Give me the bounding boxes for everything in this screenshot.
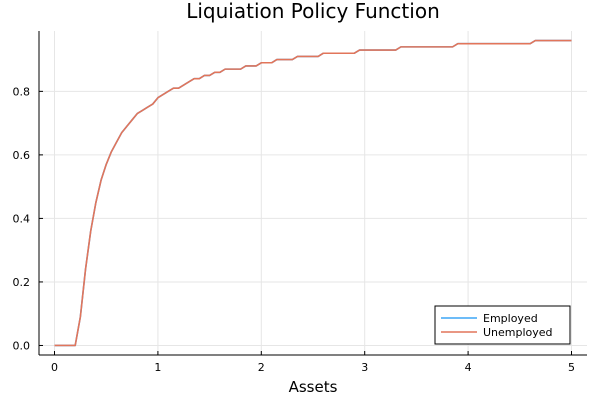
y-tick-label: 0.0 (13, 339, 31, 352)
x-tick-label: 3 (361, 361, 368, 374)
series-line-unemployed (54, 39, 572, 347)
legend-label: Employed (483, 312, 538, 325)
x-tick-label: 0 (51, 361, 58, 374)
y-tick-label: 0.8 (13, 85, 31, 98)
legend-box (434, 305, 571, 345)
x-axis-title: Assets (289, 378, 338, 396)
chart-title: Liquiation Policy Function (186, 0, 440, 23)
axes (38, 31, 587, 356)
y-tick-label: 0.4 (13, 212, 31, 225)
x-tick-label: 1 (154, 361, 161, 374)
grid-lines (39, 31, 587, 355)
tick-labels: 0 1 2 3 4 5 0.0 0.2 0.4 0.6 0.8 (13, 85, 575, 374)
x-tick-label: 2 (258, 361, 265, 374)
series-line-employed (54, 39, 572, 347)
y-tick-label: 0.6 (13, 149, 31, 162)
legend-label: Unemployed (483, 326, 553, 339)
x-tick-label: 4 (465, 361, 472, 374)
x-tick-label: 5 (568, 361, 575, 374)
y-tick-label: 0.2 (13, 276, 31, 289)
series-lines (54, 39, 572, 347)
